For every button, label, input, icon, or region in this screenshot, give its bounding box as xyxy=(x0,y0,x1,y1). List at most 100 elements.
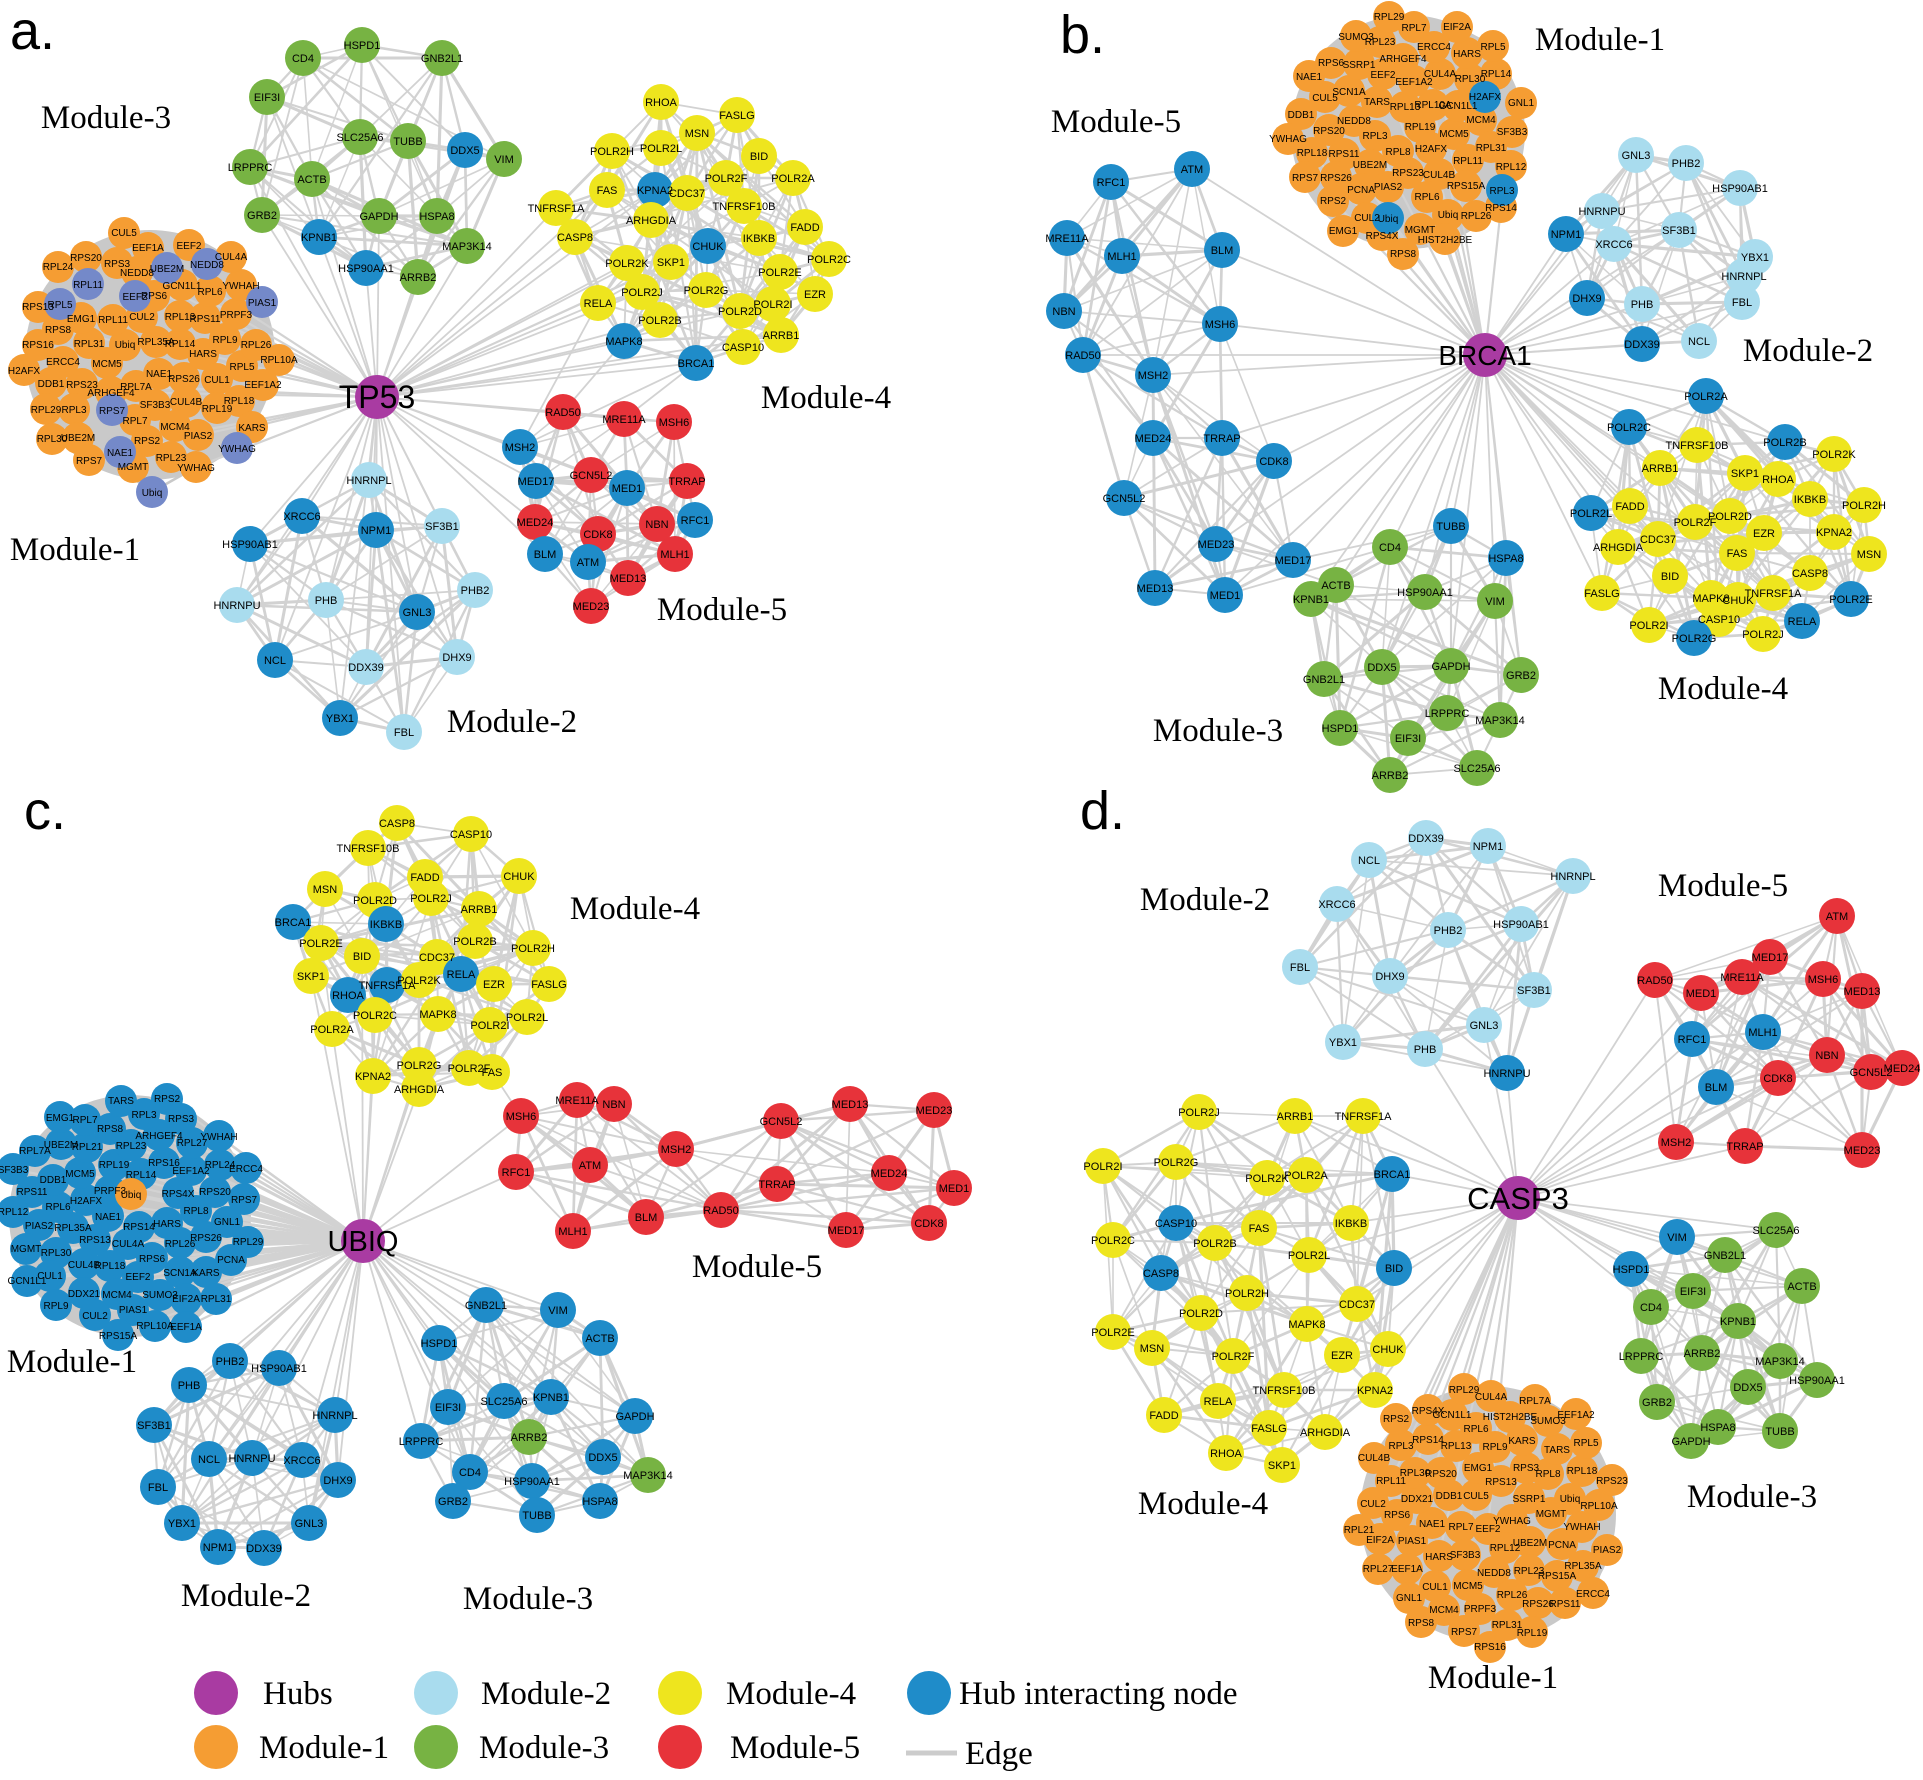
svg-text:RPL18: RPL18 xyxy=(224,396,255,407)
svg-text:MED23: MED23 xyxy=(573,601,610,613)
svg-text:GNL1: GNL1 xyxy=(1396,1593,1423,1604)
svg-text:RPS11: RPS11 xyxy=(1329,149,1360,160)
svg-text:Module-2: Module-2 xyxy=(481,1676,611,1712)
svg-text:RPS13: RPS13 xyxy=(1485,1477,1517,1488)
svg-text:CUL4A: CUL4A xyxy=(1424,69,1457,80)
svg-text:NEDD8: NEDD8 xyxy=(1337,116,1371,127)
svg-text:GNB2L1: GNB2L1 xyxy=(1704,1250,1746,1262)
svg-text:MED24: MED24 xyxy=(1884,1063,1921,1075)
svg-text:EZR: EZR xyxy=(483,979,505,991)
svg-text:Ubiq: Ubiq xyxy=(1378,214,1399,225)
svg-text:BID: BID xyxy=(750,151,768,163)
svg-text:HSP90AB1: HSP90AB1 xyxy=(1712,183,1768,195)
svg-text:d.: d. xyxy=(1080,781,1125,841)
svg-text:RPL31: RPL31 xyxy=(1476,143,1507,154)
svg-text:EEF1A: EEF1A xyxy=(170,1322,202,1333)
svg-text:XRCC6: XRCC6 xyxy=(283,511,320,523)
svg-text:BLM: BLM xyxy=(635,1212,658,1224)
svg-text:RPL18: RPL18 xyxy=(1297,148,1328,159)
svg-text:CUL1: CUL1 xyxy=(1422,1582,1448,1593)
svg-text:RELA: RELA xyxy=(1788,616,1817,628)
svg-text:RHOA: RHOA xyxy=(1762,474,1794,486)
svg-text:DDX5: DDX5 xyxy=(450,145,479,157)
svg-text:MGMT: MGMT xyxy=(1536,1509,1567,1520)
svg-text:CUL1: CUL1 xyxy=(204,375,230,386)
svg-text:TP53: TP53 xyxy=(339,379,415,415)
svg-text:MSN: MSN xyxy=(1140,1343,1165,1355)
svg-text:POLR2J: POLR2J xyxy=(410,893,452,905)
svg-text:GCN1L1: GCN1L1 xyxy=(163,281,202,292)
svg-text:DDX5: DDX5 xyxy=(1733,1382,1762,1394)
svg-text:POLR2F: POLR2F xyxy=(705,173,748,185)
svg-text:RPL29: RPL29 xyxy=(1374,12,1405,23)
svg-text:RPS8: RPS8 xyxy=(1390,249,1417,260)
svg-text:ARRB2: ARRB2 xyxy=(400,272,437,284)
svg-text:IKBKB: IKBKB xyxy=(743,233,775,245)
svg-text:EEF2: EEF2 xyxy=(176,241,201,252)
svg-text:RPL6: RPL6 xyxy=(1414,192,1439,203)
svg-text:RAD50: RAD50 xyxy=(1637,975,1672,987)
svg-text:BLM: BLM xyxy=(534,549,557,561)
svg-text:HSPA8: HSPA8 xyxy=(582,1496,617,1508)
svg-text:EEF1A2: EEF1A2 xyxy=(1557,1410,1595,1421)
svg-text:HSPA8: HSPA8 xyxy=(1488,553,1523,565)
svg-text:Ubiq: Ubiq xyxy=(115,340,136,351)
svg-text:TRRAP: TRRAP xyxy=(1726,1141,1763,1153)
svg-text:POLR2B: POLR2B xyxy=(453,936,496,948)
svg-text:RPL35A: RPL35A xyxy=(1564,1561,1602,1572)
svg-text:CUL4A: CUL4A xyxy=(215,252,248,263)
svg-text:MSH2: MSH2 xyxy=(661,1144,692,1156)
svg-text:POLR2F: POLR2F xyxy=(1212,1351,1255,1363)
svg-text:GAPDH: GAPDH xyxy=(1671,1436,1710,1448)
svg-text:HARS: HARS xyxy=(189,349,217,360)
svg-text:GNB2L1: GNB2L1 xyxy=(465,1300,507,1312)
svg-text:RPL8: RPL8 xyxy=(1385,147,1410,158)
svg-text:DDB1: DDB1 xyxy=(1288,110,1315,121)
svg-text:DDX5: DDX5 xyxy=(1367,662,1396,674)
svg-text:Module-5: Module-5 xyxy=(692,1249,822,1285)
svg-text:LRPPRC: LRPPRC xyxy=(399,1436,444,1448)
svg-text:SKP1: SKP1 xyxy=(657,257,685,269)
svg-text:RPS23: RPS23 xyxy=(1392,168,1424,179)
svg-text:MCM5: MCM5 xyxy=(92,359,122,370)
svg-text:POLR2I: POLR2I xyxy=(1629,620,1668,632)
svg-text:MAPK8: MAPK8 xyxy=(605,336,642,348)
svg-text:RPL31: RPL31 xyxy=(201,1294,232,1305)
svg-text:TNFRSF1A: TNFRSF1A xyxy=(528,203,586,215)
svg-text:CDC37: CDC37 xyxy=(669,188,705,200)
svg-text:RPL10A: RPL10A xyxy=(1414,100,1452,111)
svg-text:PHB2: PHB2 xyxy=(461,585,490,597)
svg-text:RPL7: RPL7 xyxy=(122,416,147,427)
svg-text:DHX9: DHX9 xyxy=(323,1475,352,1487)
svg-text:RPL14: RPL14 xyxy=(1481,69,1512,80)
svg-text:MED17: MED17 xyxy=(1752,952,1789,964)
svg-text:SF3B3: SF3B3 xyxy=(1450,1550,1481,1561)
svg-text:RPL3: RPL3 xyxy=(1489,186,1514,197)
svg-text:LRPPRC: LRPPRC xyxy=(1425,708,1470,720)
svg-text:RPL27: RPL27 xyxy=(177,1138,208,1149)
svg-text:NBN: NBN xyxy=(1815,1050,1838,1062)
svg-text:MED17: MED17 xyxy=(1275,555,1312,567)
svg-text:PHB2: PHB2 xyxy=(216,1356,245,1368)
svg-text:POLR2I: POLR2I xyxy=(470,1020,509,1032)
svg-text:PRPF3: PRPF3 xyxy=(1464,1604,1497,1615)
svg-text:Module-3: Module-3 xyxy=(1153,713,1283,749)
svg-text:EMG1: EMG1 xyxy=(1464,1463,1493,1474)
svg-text:RPL8: RPL8 xyxy=(1535,1469,1560,1480)
svg-text:LRPPRC: LRPPRC xyxy=(228,162,273,174)
svg-text:RPS7: RPS7 xyxy=(231,1195,258,1206)
svg-text:TUBB: TUBB xyxy=(1436,521,1465,533)
svg-text:ARHGDIA: ARHGDIA xyxy=(394,1084,445,1096)
svg-text:RPS26: RPS26 xyxy=(168,374,200,385)
svg-text:KARS: KARS xyxy=(238,423,266,434)
svg-text:SSRP1: SSRP1 xyxy=(1343,60,1376,71)
svg-text:RPL19: RPL19 xyxy=(202,404,233,415)
svg-text:YWHAH: YWHAH xyxy=(1563,1522,1600,1533)
svg-text:ARHGEF4: ARHGEF4 xyxy=(1379,54,1427,65)
svg-text:XRCC6: XRCC6 xyxy=(1595,239,1632,251)
svg-text:GCN5L2: GCN5L2 xyxy=(760,1116,803,1128)
svg-text:TARS: TARS xyxy=(108,1096,134,1107)
svg-text:RPL3: RPL3 xyxy=(131,1110,156,1121)
svg-text:POLR2A: POLR2A xyxy=(771,173,815,185)
svg-text:DDX39: DDX39 xyxy=(246,1543,281,1555)
